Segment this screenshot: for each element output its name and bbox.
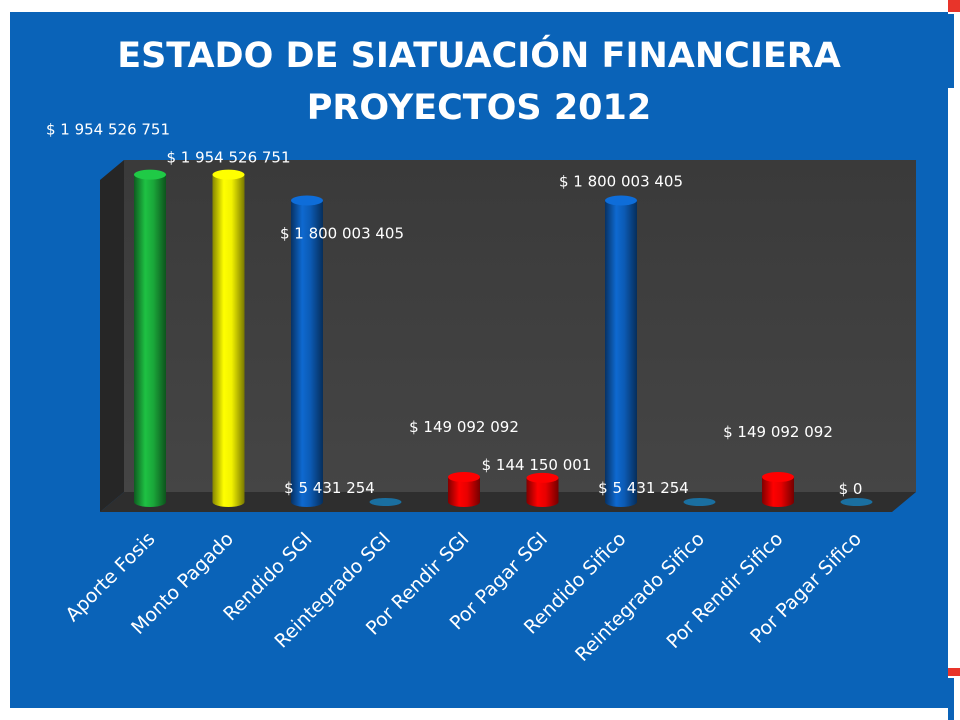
data-label: $ 5 431 254 bbox=[598, 479, 689, 497]
bar-aporte-fosis bbox=[134, 169, 166, 508]
bar-top bbox=[605, 195, 637, 206]
data-label: $ 1 800 003 405 bbox=[559, 172, 683, 190]
bar-reintegrado-sgi bbox=[369, 498, 402, 506]
bar-disc bbox=[369, 498, 402, 506]
bar-body bbox=[762, 477, 794, 507]
bar-top bbox=[762, 472, 794, 483]
bar-top bbox=[291, 195, 323, 206]
data-label: $ 149 092 092 bbox=[723, 423, 833, 441]
bars-layer bbox=[134, 169, 873, 508]
data-labels-layer: $ 1 954 526 751 $ 1 954 526 751 $ 1 800 00… bbox=[46, 121, 862, 498]
data-label: $ 1 954 526 751 bbox=[46, 121, 170, 139]
bar-top bbox=[212, 169, 245, 180]
x-tick-label: Reintegrado Sifico bbox=[571, 528, 709, 666]
plot-back-wall bbox=[124, 160, 916, 492]
bar-rendido-sifico bbox=[605, 195, 637, 507]
bar-body bbox=[526, 477, 559, 507]
title-line-2: PROYECTOS 2012 bbox=[306, 88, 652, 128]
plot-side-wall bbox=[100, 160, 124, 512]
bar-por-pagar-sgi bbox=[526, 472, 559, 507]
data-label: $ 149 092 092 bbox=[409, 418, 519, 436]
bar-reintegrado-sifico bbox=[683, 498, 716, 506]
accent-red-bottom bbox=[948, 668, 960, 676]
bar-body bbox=[605, 200, 637, 507]
bar-top bbox=[134, 169, 166, 180]
bar-body bbox=[134, 174, 166, 508]
bar-disc bbox=[840, 498, 873, 506]
bar-body bbox=[448, 477, 480, 507]
bar-por-pagar-sifico bbox=[840, 498, 873, 506]
accent-blue-bottom bbox=[948, 678, 954, 720]
slide-title: ESTADO DE SIATUACIÓN FINANCIERA PROYECTO… bbox=[10, 30, 948, 134]
bar-top bbox=[526, 472, 559, 483]
bar-monto-pagado bbox=[212, 169, 245, 508]
accent-red-top bbox=[948, 0, 960, 12]
bar-body bbox=[212, 174, 245, 508]
data-label: $ 1 954 526 751 bbox=[166, 149, 290, 167]
data-label: $ 0 bbox=[839, 480, 863, 498]
bar-disc bbox=[683, 498, 716, 506]
accent-blue-top bbox=[948, 14, 954, 88]
data-label: $ 144 150 001 bbox=[482, 456, 592, 474]
data-label: $ 1 800 003 405 bbox=[280, 224, 404, 242]
data-label: $ 5 431 254 bbox=[284, 479, 375, 497]
bar-body bbox=[291, 200, 323, 507]
bar-top bbox=[448, 472, 480, 483]
title-line-1: ESTADO DE SIATUACIÓN FINANCIERA bbox=[117, 36, 841, 76]
bar-por-rendir-sifico bbox=[762, 472, 794, 507]
bar-por-rendir-sgi bbox=[448, 472, 480, 507]
bar-rendido-sgi bbox=[291, 195, 323, 507]
